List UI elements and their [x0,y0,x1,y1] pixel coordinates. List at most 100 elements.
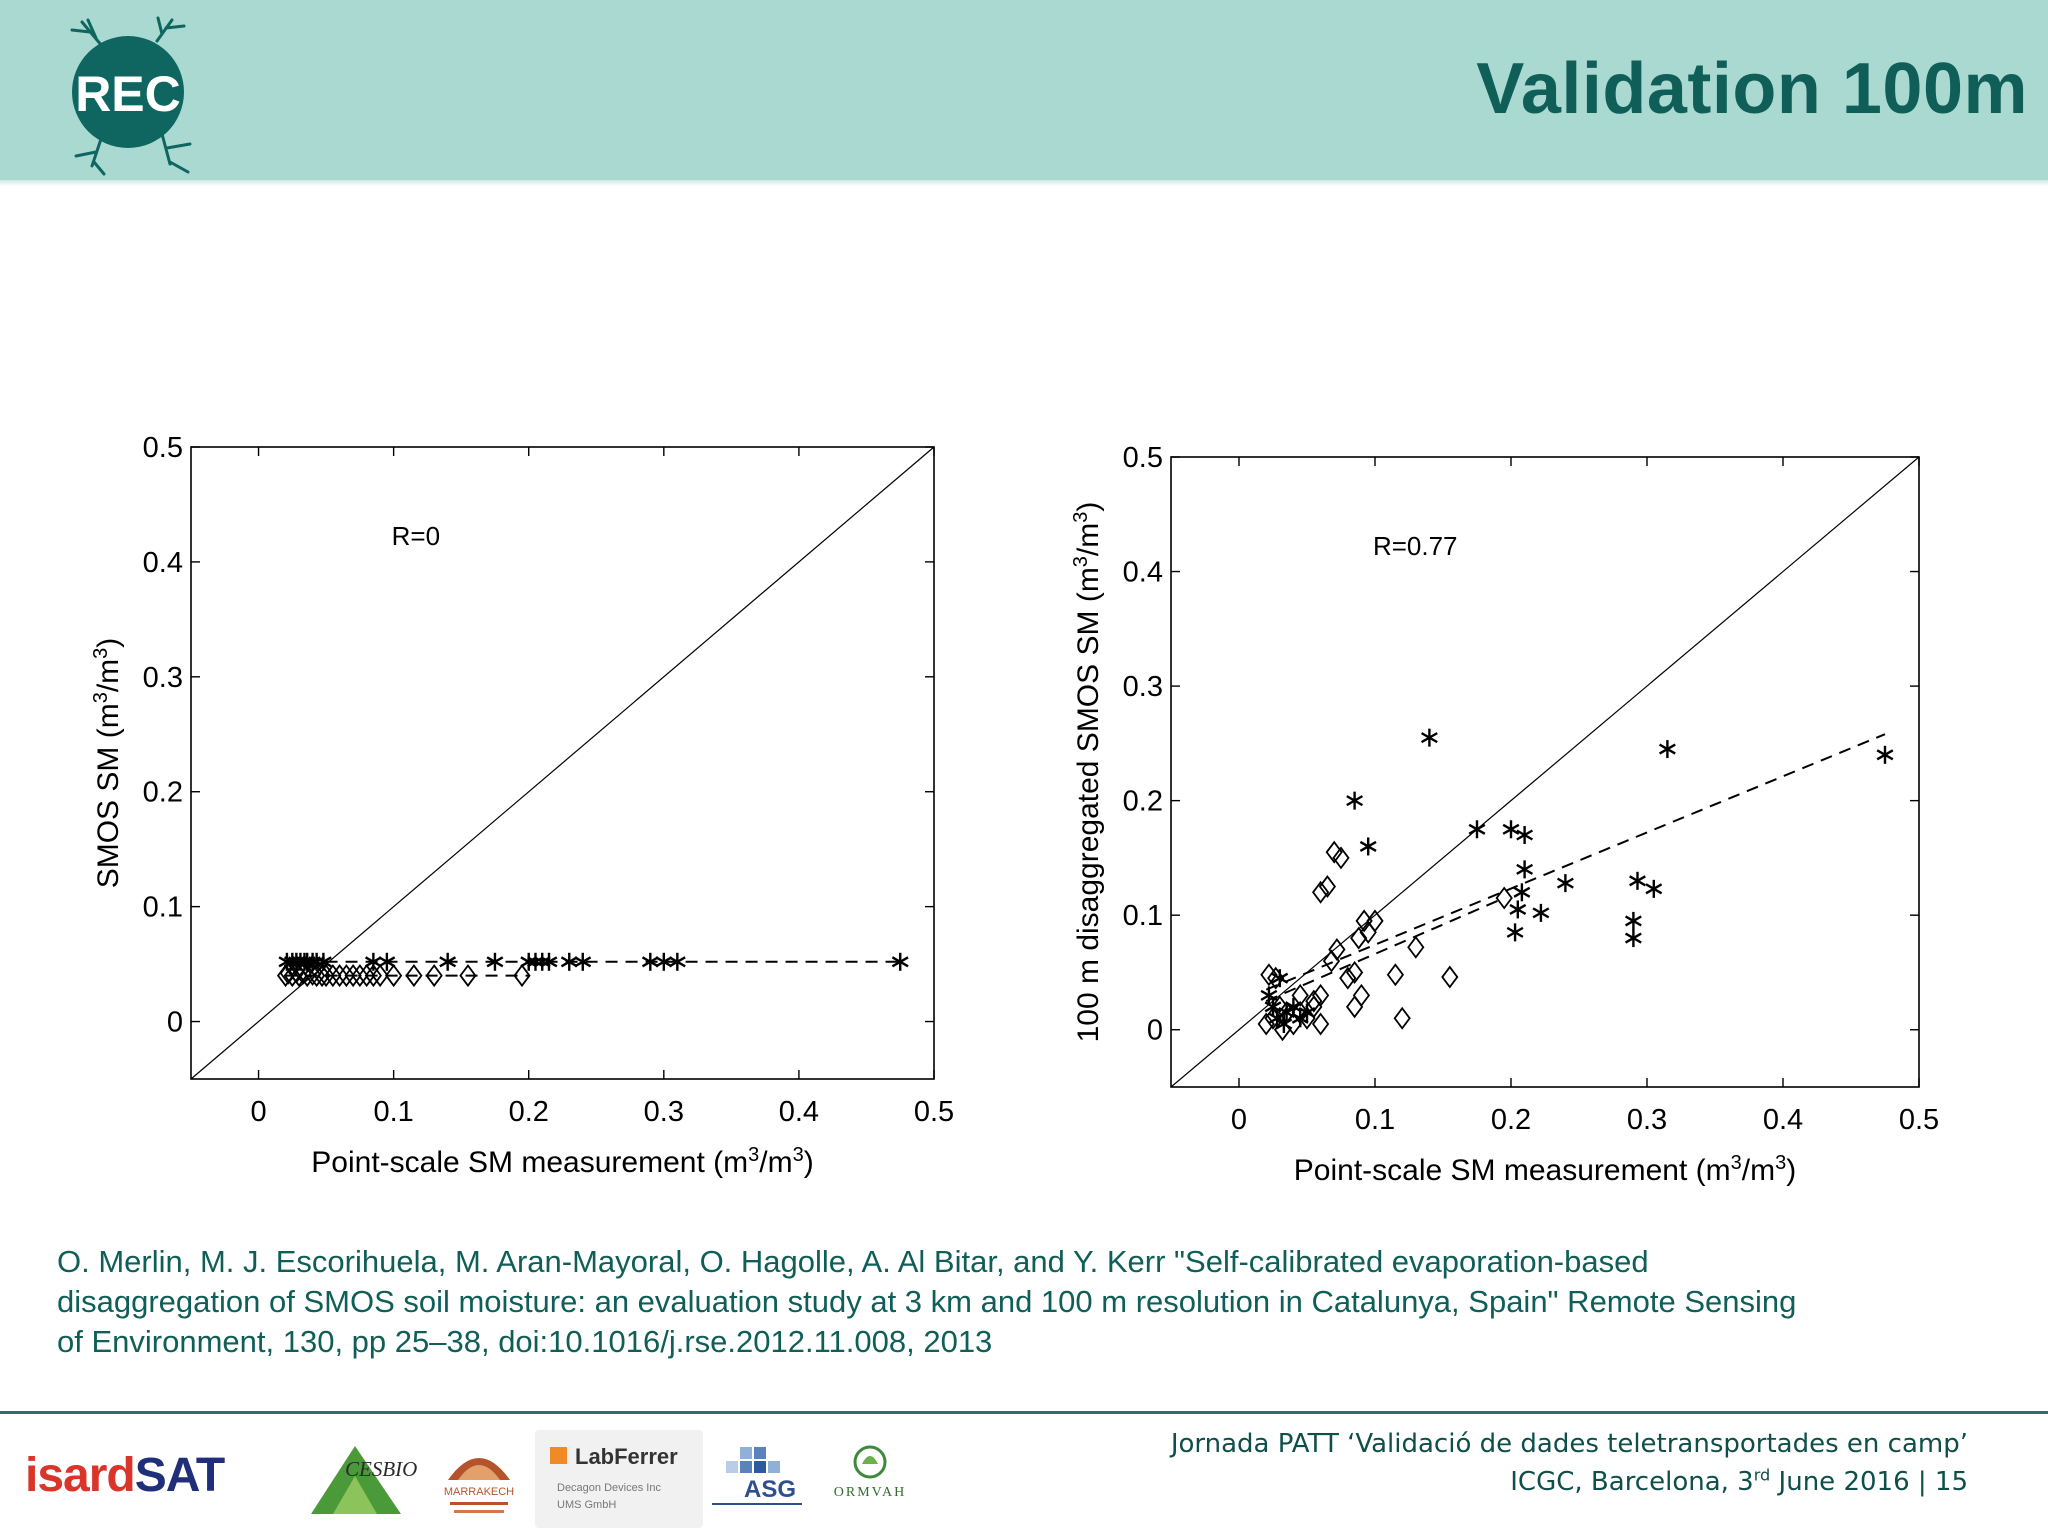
ormvah-logo-text: ORMVAH [834,1485,906,1500]
asg-logo: ASG [712,1447,802,1505]
asterisk-point [1502,820,1520,839]
diamond-point [1366,909,1384,933]
diamond-point [351,964,369,988]
diamond-point [1322,949,1341,973]
y-tick-label: 0.4 [1123,557,1163,589]
diamond-point [1345,960,1364,984]
ormvah-emblem-icon [853,1445,887,1479]
asterisk-point [1420,728,1438,747]
asterisk-point [1359,837,1377,856]
citation: O. Merlin, M. J. Escorihuela, M. Aran-Ma… [57,1242,2007,1362]
asterisk-point [378,952,396,971]
asterisk-point [1506,923,1524,942]
asterisk-point [540,952,558,971]
x-tick-label: 0.3 [1627,1104,1667,1136]
asterisk-point [1645,879,1663,898]
header-shadow [0,180,2048,186]
footer-date-sup: rd [1753,1465,1771,1485]
diamond-point [330,964,349,988]
asterisk-point [533,952,551,971]
y-tick-label: 0.1 [1123,900,1163,932]
diamond-point [344,964,362,988]
labferrer-square-icon [550,1447,567,1464]
x-axis-label: Point-scale SM measurement (m3/m3) [311,1144,813,1179]
r-annotation: R=0.77 [1373,531,1458,561]
diamond-point [459,964,477,988]
ormvah-logo: ORMVAH [834,1445,906,1500]
cesbio-logo-text: CESBIO [345,1457,417,1481]
asterisk-point [1876,745,1894,764]
tree-branches-icon [70,16,192,176]
rec-logo: REC [70,16,192,176]
asterisk-point [1516,826,1534,844]
asterisk-point [527,952,544,971]
citation-line-1: O. Merlin, M. J. Escorihuela, M. Aran-Ma… [57,1244,1649,1279]
diamond-point [1311,880,1330,904]
asterisk-point [560,952,578,971]
y-tick-label: 0.3 [1123,671,1163,703]
y-tick-label: 0.1 [143,892,183,924]
x-tick-label: 0.4 [1763,1104,1803,1136]
isardsat-logo-part-a: isard [25,1449,136,1502]
labferrer-sub-2: UMS GmbH [557,1499,617,1511]
y-axis-label: 100 m disaggregated SMOS SM (m3/m3) [1070,502,1105,1043]
diamond-point [324,964,342,988]
x-tick-label: 0.5 [1899,1104,1939,1136]
rec-logo-text: REC [75,66,181,122]
slide-title: Validation 100m [1476,49,2028,129]
footer-date-post: June 2016 | 15 [1770,1467,1968,1497]
citation-line-3: of Environment, 130, pp 25–38, doi:10.10… [57,1324,993,1359]
diamond-point [371,964,389,988]
asterisks-fit-line [1265,733,1886,991]
labferrer-subtitle: Decagon Devices Inc UMS GmbH [557,1480,661,1514]
diamond-point [1352,983,1371,1007]
asg-grid-icon [726,1447,780,1473]
y-axis-label: SMOS SM (m3/m3) [90,638,125,889]
diamonds-fit-line [1265,897,1505,1003]
diamond-point [1305,989,1323,1013]
diamond-point [405,964,423,988]
cesbio-logo: CESBIO [311,1446,417,1514]
footer-rule [0,1411,2048,1414]
diamond-point [1345,995,1364,1019]
diamond-point [1311,1012,1330,1036]
x-tick-label: 0.1 [373,1096,413,1128]
citation-line-2: disaggregation of SMOS soil moisture: an… [57,1284,1797,1319]
diamond-point [1350,926,1368,950]
asterisk-point [1346,791,1364,810]
asterisk-point [1260,986,1278,1005]
isardsat-logo-part-b: SAT [134,1449,225,1502]
y-tick-label: 0 [1147,1015,1163,1047]
labferrer-sub-1: Decagon Devices Inc [557,1482,661,1494]
asterisk-point [1629,871,1646,890]
diamond-point [1386,963,1405,987]
asterisk-point [486,952,504,971]
diamond-point [1311,983,1330,1007]
x-tick-label: 0.1 [1355,1104,1395,1136]
diamond-point [1257,1012,1275,1036]
footer-event: Jornada PATT ‘Validació de dades teletra… [1170,1429,1968,1459]
r-annotation: R=0 [392,521,440,551]
footer-location-date: ICGC, Barcelona, 3rd June 2016 | 15 [1171,1463,1968,1501]
asterisk-point [439,952,457,971]
diamond-point [1495,886,1513,910]
footer-date-pre: ICGC, Barcelona, 3 [1510,1467,1754,1497]
diamond-point [279,961,297,985]
y-tick-label: 0.2 [143,777,183,809]
asterisk-point [574,952,592,971]
asterisk-point [891,952,909,971]
plot-frame [1170,456,1920,1088]
y-tick-label: 0.2 [1123,786,1163,818]
diamond-point [1407,935,1425,959]
asterisk-point [1532,903,1550,922]
asterisk-point [1516,860,1534,879]
x-tick-label: 0.4 [779,1096,819,1128]
diamond-point [1328,938,1346,962]
diamond-point [1339,966,1357,990]
y-tick-label: 0.3 [143,662,183,694]
one-to-one-line [1170,456,1920,1088]
marrakech-logo: MARRAKECH [444,1458,514,1513]
plot-frame [190,446,935,1080]
scatter-chart-right: 0 0.1 0.2 0.3 0.4 0.5 0 0.1 0.2 0.3 0.4 0.5 R=0.77 Po… [1070,442,1939,1187]
asterisk-point [1513,883,1531,902]
